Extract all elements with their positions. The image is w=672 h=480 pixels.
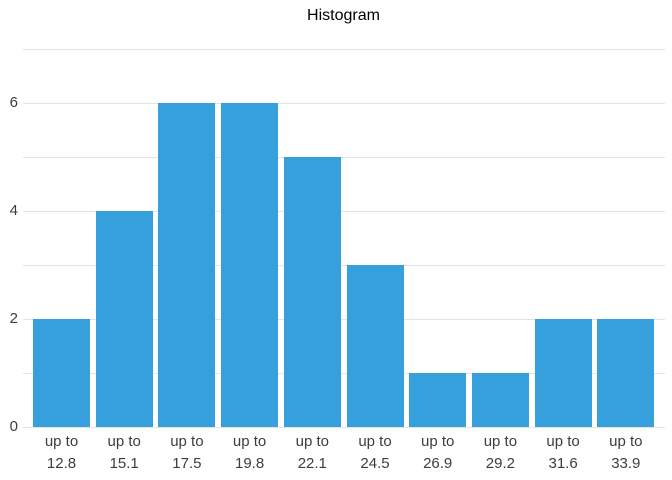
chart-title: Histogram	[307, 7, 380, 24]
x-tick-label-22.1: up to 22.1	[281, 431, 343, 475]
gridline-y-5	[22, 157, 665, 158]
gridline-y-6	[22, 103, 665, 104]
x-tick-label-33.9: up to 33.9	[595, 431, 657, 475]
bar-22.1	[283, 157, 341, 427]
gridline-y-4	[22, 211, 665, 212]
x-tick-line1: up to	[232, 433, 267, 450]
x-tick-line1: up to	[295, 433, 329, 450]
bar-15.1	[95, 211, 153, 427]
bar-33.9	[597, 319, 655, 427]
x-tick-line2: 12.8	[46, 455, 77, 472]
x-tick-label-12.8: up to 12.8	[31, 431, 93, 475]
x-tick-label-29.2: up to 29.2	[469, 431, 531, 475]
x-tick-label-24.5: up to 24.5	[344, 431, 406, 475]
x-tick-label-15.1: up to 15.1	[93, 431, 155, 475]
y-tick-label-0: 0	[9, 418, 18, 435]
x-tick-line2: 26.9	[423, 455, 453, 472]
y-tick-label-4: 4	[9, 202, 18, 219]
x-tick-line2: 24.5	[360, 455, 390, 472]
x-tick-label-19.8: up to 19.8	[219, 431, 281, 475]
bar-19.8	[221, 103, 279, 427]
x-tick-line1: up to	[483, 433, 518, 450]
gridline-y-2	[22, 319, 665, 320]
x-tick-line2: 22.1	[297, 455, 327, 472]
x-tick-line2: 15.1	[109, 455, 139, 472]
x-tick-label-17.5: up to 17.5	[156, 431, 218, 475]
bar-29.2	[471, 373, 529, 427]
gridline-y-7	[22, 49, 665, 50]
x-tick-label-31.6: up to 31.6	[532, 431, 594, 475]
x-tick-line2: 17.5	[172, 455, 202, 472]
x-tick-line1: up to	[609, 433, 643, 450]
x-tick-line1: up to	[107, 433, 141, 450]
x-tick-line2: 33.9	[611, 455, 641, 472]
bar-17.5	[158, 103, 216, 427]
bar-31.6	[534, 319, 592, 427]
y-tick-label-2: 2	[9, 310, 18, 327]
x-tick-line1: up to	[44, 433, 79, 450]
bar-26.9	[409, 373, 467, 427]
x-tick-line2: 19.8	[234, 455, 265, 472]
x-tick-line1: up to	[170, 433, 204, 450]
gridline-y-0	[22, 427, 665, 428]
x-tick-line1: up to	[421, 433, 455, 450]
x-tick-label-26.9: up to 26.9	[407, 431, 469, 475]
x-tick-line1: up to	[358, 433, 392, 450]
bar-24.5	[346, 265, 404, 427]
bar-12.8	[33, 319, 90, 427]
x-tick-line2: 31.6	[548, 455, 578, 472]
gridline-y-1	[22, 373, 665, 374]
gridline-y-3	[22, 265, 665, 266]
y-tick-label-6: 6	[9, 94, 18, 111]
x-tick-line1: up to	[546, 433, 580, 450]
x-tick-line2: 29.2	[485, 455, 515, 472]
